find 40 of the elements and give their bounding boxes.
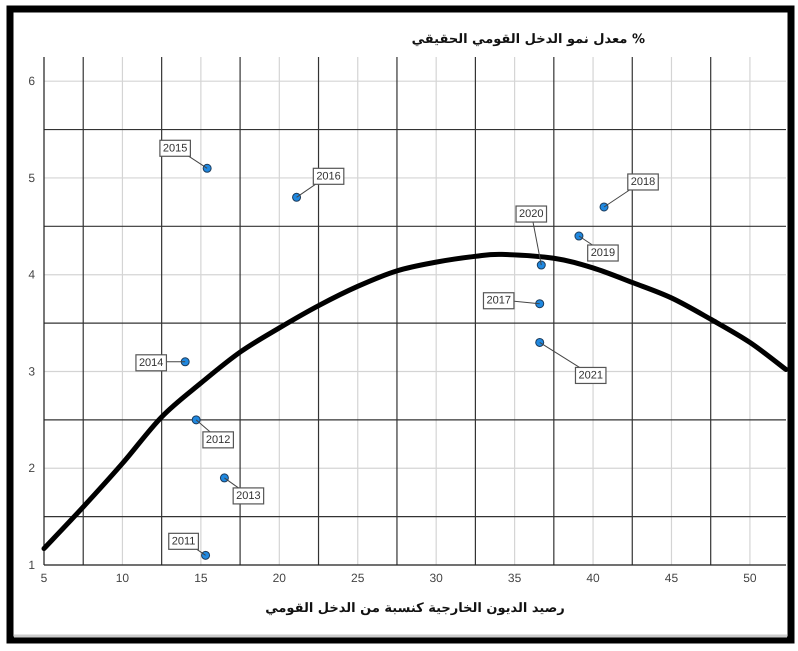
annotation: 2018 (630, 176, 656, 188)
x-tick-label: 50 (743, 571, 757, 585)
point (220, 473, 229, 482)
annotation: 2012 (206, 434, 230, 446)
annotation: 2015 (162, 142, 188, 154)
point (202, 164, 212, 173)
x-tick-label: 35 (508, 571, 522, 585)
annotation: 2013 (236, 490, 261, 502)
x-tick-label: 20 (272, 571, 286, 585)
annotation: 2017 (486, 294, 511, 307)
x-tick-label: 30 (430, 571, 444, 585)
point (201, 550, 210, 560)
y-axis-title: معدل نمو الدخل القومي الحقيقي % (412, 32, 645, 47)
point (600, 202, 609, 212)
point (536, 260, 546, 270)
x-tick-label: 10 (116, 571, 130, 585)
x-tick-label: 15 (194, 571, 208, 585)
x-tick-label: 40 (586, 571, 600, 585)
annotation: 2016 (316, 170, 341, 182)
x-tick-label: 25 (351, 571, 365, 585)
point (535, 299, 544, 308)
y-tick-label: 4 (28, 268, 36, 282)
x-tick-label: 45 (664, 571, 678, 585)
y-tick-label: 5 (28, 170, 36, 185)
annotation: 2019 (590, 247, 616, 260)
x-tick-label: 5 (40, 571, 48, 585)
y-tick-label: 1 (28, 558, 36, 572)
annotation: 2014 (138, 356, 164, 369)
annotation: 2011 (172, 535, 196, 548)
y-tick-label: 3 (28, 364, 36, 378)
annotation: 2021 (578, 369, 603, 382)
y-tick-label: 6 (28, 74, 36, 88)
point (535, 338, 544, 347)
annotation: 2020 (519, 208, 544, 220)
point (574, 232, 584, 241)
point (192, 415, 201, 424)
x-axis-title: رصيد الديون الخارجية كنسبة من الدخل القومي (265, 601, 565, 616)
y-tick-label: 2 (28, 461, 36, 476)
point (180, 357, 190, 366)
point (292, 192, 302, 202)
